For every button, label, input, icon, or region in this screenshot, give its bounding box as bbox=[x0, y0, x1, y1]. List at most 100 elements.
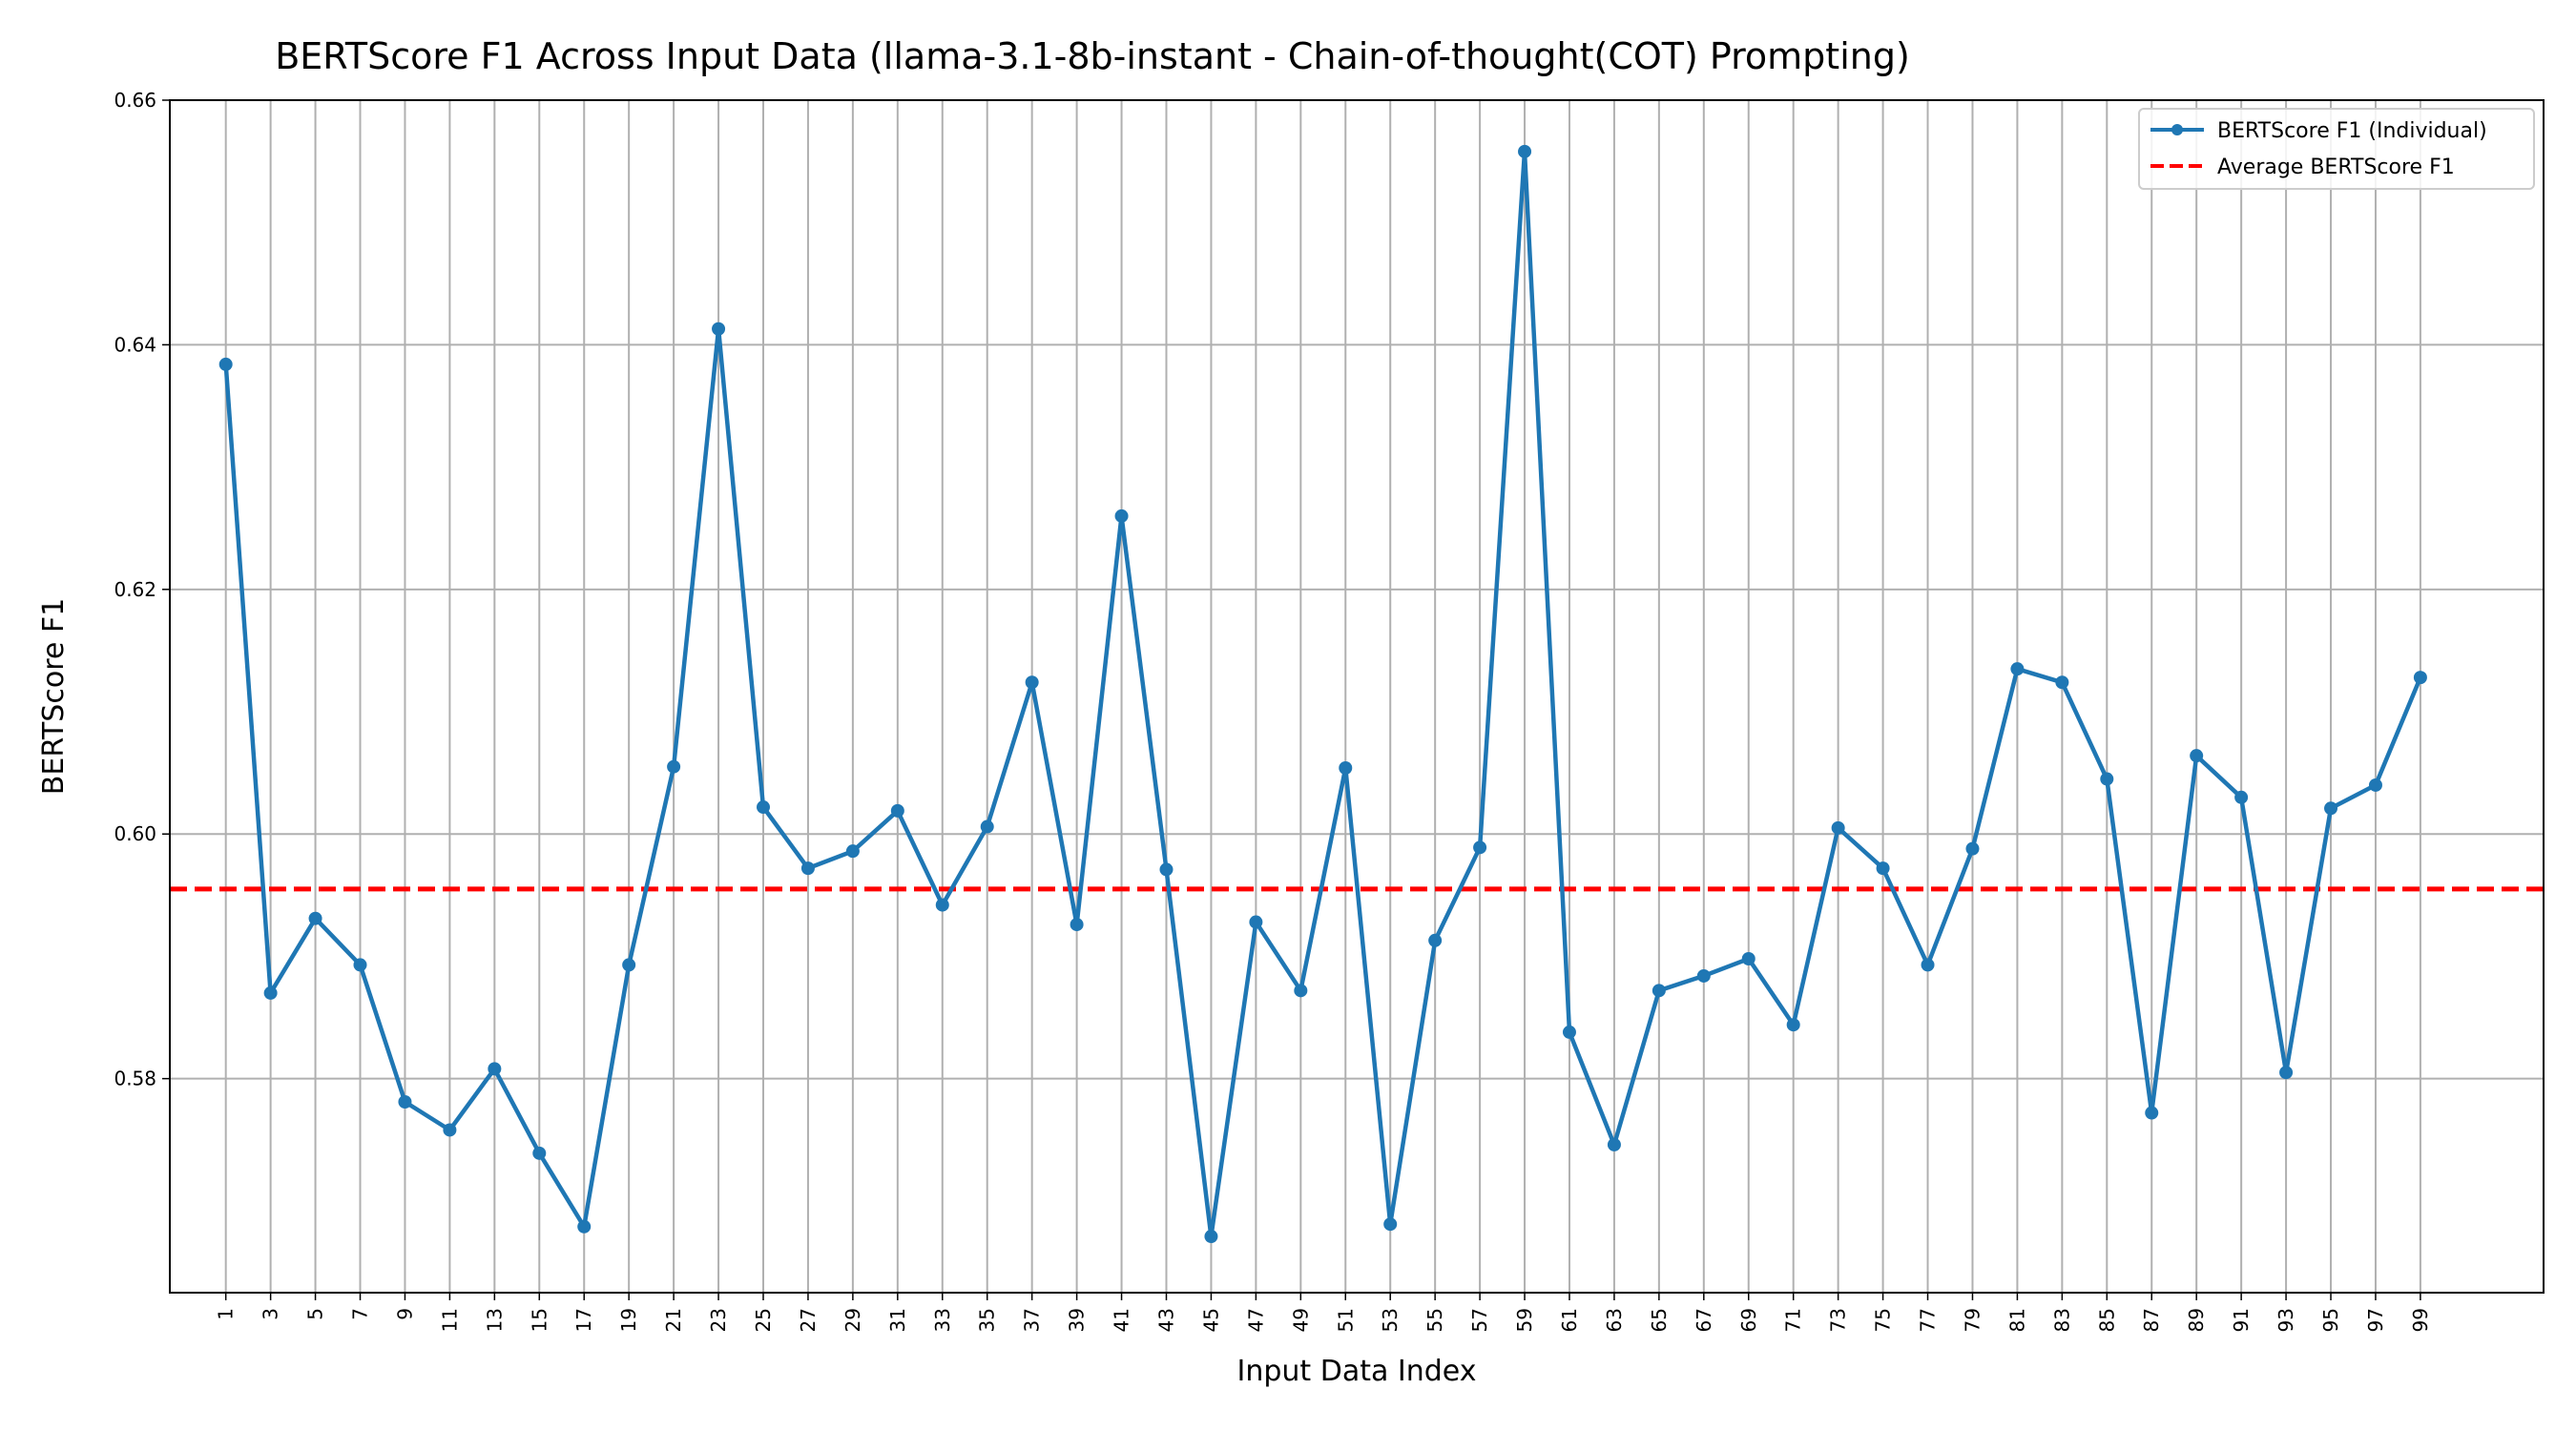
plot-frame bbox=[169, 99, 2545, 1294]
data-point bbox=[1562, 1025, 1576, 1039]
y-tick-label: 0.60 bbox=[114, 822, 156, 845]
x-tick-label: 71 bbox=[1782, 1308, 1805, 1332]
data-point bbox=[2055, 675, 2069, 690]
data-point bbox=[1473, 840, 1487, 855]
data-point bbox=[1741, 952, 1755, 965]
data-point bbox=[2190, 749, 2204, 763]
x-tick-label: 5 bbox=[304, 1308, 327, 1320]
x-tick-label: 27 bbox=[797, 1308, 820, 1332]
y-axis-title: BERTScore F1 bbox=[37, 598, 71, 795]
grid-layer bbox=[170, 99, 2544, 1293]
data-point bbox=[2234, 790, 2249, 804]
data-point bbox=[353, 958, 367, 972]
x-tick-label: 33 bbox=[931, 1308, 954, 1332]
x-tick-label: 41 bbox=[1111, 1308, 1133, 1332]
data-point bbox=[1607, 1137, 1621, 1151]
x-tick-label: 35 bbox=[976, 1308, 999, 1332]
x-tick-label: 45 bbox=[1199, 1308, 1222, 1332]
x-tick-label: 9 bbox=[393, 1308, 416, 1320]
x-tick-label: 7 bbox=[349, 1308, 372, 1320]
x-tick-label: 67 bbox=[1693, 1308, 1715, 1332]
x-tick-label: 23 bbox=[707, 1308, 730, 1332]
x-tick-label: 73 bbox=[1827, 1308, 1850, 1332]
data-point bbox=[308, 911, 322, 925]
data-point bbox=[1339, 761, 1353, 775]
legend-series-marker-sample bbox=[2171, 124, 2183, 135]
x-tick-label: 63 bbox=[1603, 1308, 1626, 1332]
x-tick-label: 95 bbox=[2319, 1308, 2342, 1332]
series-layer bbox=[218, 144, 2427, 1244]
x-tick-label: 69 bbox=[1737, 1308, 1760, 1332]
data-point bbox=[1876, 861, 1890, 876]
data-point bbox=[2145, 1106, 2159, 1120]
x-tick-label: 77 bbox=[1917, 1308, 1940, 1332]
x-tick-label: 59 bbox=[1513, 1308, 1536, 1332]
x-tick-label: 75 bbox=[1872, 1308, 1895, 1332]
x-tick-label: 87 bbox=[2140, 1308, 2163, 1332]
ticks-layer: 1 3 5 7 9 11 13 15 17 19 21 23 25 27 29 31 33 35 37 39 41 43 4… bbox=[114, 89, 2431, 1332]
x-tick-label: 13 bbox=[483, 1308, 506, 1332]
data-point bbox=[980, 819, 994, 834]
legend-series-label: BERTScore F1 (Individual) bbox=[2217, 119, 2487, 143]
data-point bbox=[935, 898, 949, 912]
data-point bbox=[1070, 918, 1084, 932]
x-tick-label: 61 bbox=[1558, 1308, 1581, 1332]
chart-title: BERTScore F1 Across Input Data (llama-3.… bbox=[275, 35, 1910, 77]
data-point bbox=[577, 1219, 592, 1234]
x-tick-label: 31 bbox=[886, 1308, 909, 1332]
x-tick-label: 3 bbox=[260, 1308, 282, 1320]
x-tick-label: 85 bbox=[2095, 1308, 2118, 1332]
data-point bbox=[1294, 984, 1308, 998]
y-tick-label: 0.64 bbox=[114, 333, 156, 356]
x-tick-label: 49 bbox=[1289, 1308, 1312, 1332]
data-point bbox=[1786, 1018, 1800, 1032]
data-point bbox=[2100, 772, 2114, 786]
data-point bbox=[667, 759, 681, 774]
y-tick-label: 0.58 bbox=[114, 1068, 156, 1090]
data-point bbox=[1652, 984, 1666, 998]
data-point bbox=[2324, 801, 2338, 816]
data-point bbox=[1831, 820, 1845, 835]
x-tick-label: 83 bbox=[2050, 1308, 2073, 1332]
y-tick-label: 0.62 bbox=[114, 578, 156, 601]
x-tick-label: 91 bbox=[2230, 1308, 2253, 1332]
data-point bbox=[757, 800, 770, 815]
x-tick-label: 89 bbox=[2185, 1308, 2208, 1332]
data-point bbox=[712, 321, 726, 336]
data-point bbox=[890, 803, 904, 818]
x-tick-label: 11 bbox=[438, 1308, 461, 1332]
x-tick-label: 99 bbox=[2409, 1308, 2432, 1332]
x-tick-label: 17 bbox=[572, 1308, 595, 1332]
x-tick-label: 15 bbox=[528, 1308, 551, 1332]
x-tick-label: 47 bbox=[1244, 1308, 1267, 1332]
x-tick-label: 65 bbox=[1648, 1308, 1671, 1332]
data-point bbox=[1921, 958, 1935, 972]
x-tick-label: 37 bbox=[1021, 1308, 1044, 1332]
y-tick-label: 0.66 bbox=[114, 89, 156, 112]
x-tick-label: 43 bbox=[1154, 1308, 1177, 1332]
data-point bbox=[1025, 675, 1039, 690]
data-point bbox=[1518, 144, 1532, 158]
x-tick-label: 21 bbox=[662, 1308, 685, 1332]
x-tick-label: 19 bbox=[617, 1308, 640, 1332]
data-point bbox=[1696, 968, 1711, 983]
x-tick-label: 55 bbox=[1423, 1308, 1446, 1332]
legend-box bbox=[2138, 108, 2535, 190]
x-axis-title: Input Data Index bbox=[1237, 1355, 1477, 1388]
data-point bbox=[845, 844, 860, 859]
x-tick-label: 53 bbox=[1379, 1308, 1402, 1332]
data-point bbox=[1114, 508, 1129, 523]
x-tick-label: 79 bbox=[1961, 1308, 1984, 1332]
data-point bbox=[2010, 662, 2025, 676]
x-tick-label: 57 bbox=[1468, 1308, 1491, 1332]
data-point bbox=[2413, 671, 2427, 685]
data-point bbox=[1159, 862, 1174, 877]
data-point bbox=[1965, 841, 1980, 856]
data-point bbox=[443, 1123, 457, 1137]
x-tick-label: 39 bbox=[1066, 1308, 1089, 1332]
x-tick-label: 93 bbox=[2275, 1308, 2297, 1332]
data-point bbox=[622, 958, 636, 972]
data-point bbox=[1204, 1230, 1218, 1244]
